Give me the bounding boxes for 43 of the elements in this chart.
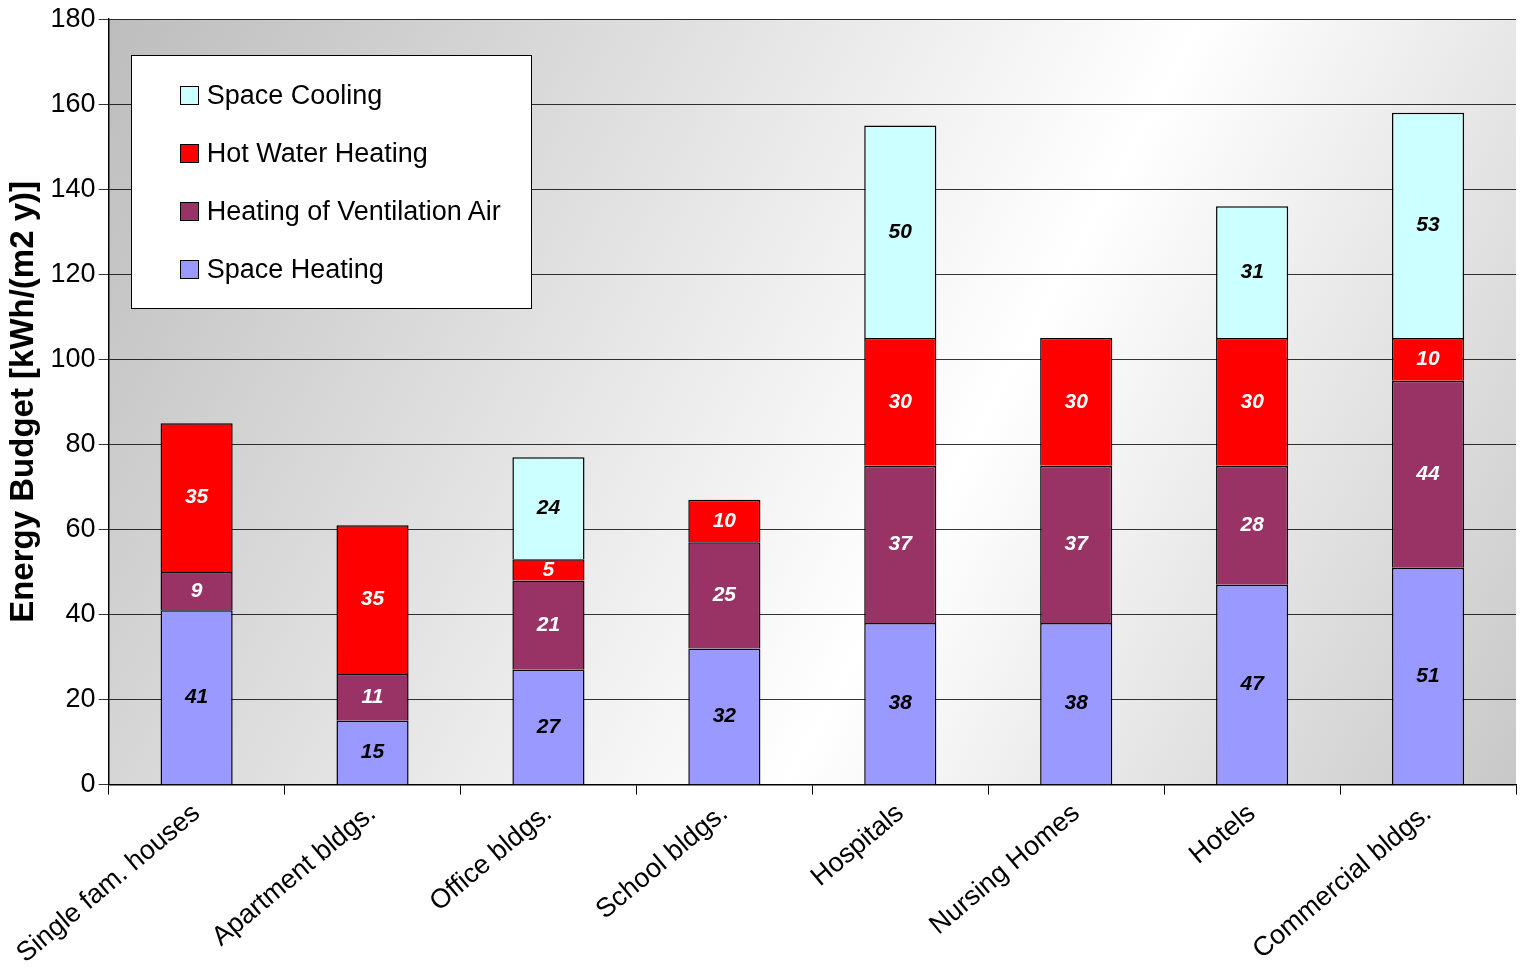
data-label: 44 <box>1415 460 1441 484</box>
y-tick-label: 20 <box>65 682 96 713</box>
data-label: 5 <box>542 556 555 580</box>
y-tick-label: 180 <box>50 2 96 33</box>
data-label: 21 <box>535 611 561 635</box>
data-label: 37 <box>1064 531 1090 555</box>
data-label: 9 <box>190 577 203 601</box>
y-tick-label: 40 <box>65 597 96 628</box>
y-tick-label: 120 <box>50 257 96 288</box>
data-label: 35 <box>360 586 385 610</box>
y-tick-label: 160 <box>50 87 96 118</box>
legend-label: Space Cooling <box>206 79 383 111</box>
y-tick-label: 140 <box>50 172 96 203</box>
y-tick-label: 80 <box>65 427 96 458</box>
data-label: 53 <box>1416 212 1441 236</box>
data-label: 30 <box>1240 388 1265 412</box>
data-label: 30 <box>1064 388 1089 412</box>
data-label: 28 <box>1239 512 1265 535</box>
data-label: 32 <box>712 703 737 727</box>
data-label: 38 <box>888 690 913 714</box>
data-label: 10 <box>1416 346 1441 370</box>
data-label: 25 <box>711 582 737 606</box>
data-label: 47 <box>1239 671 1266 695</box>
legend-label: Hot Water Heating <box>206 137 428 169</box>
y-tick-label: 0 <box>80 768 96 799</box>
data-label: 38 <box>1064 690 1089 714</box>
legend-label: Space Heating <box>206 253 384 285</box>
y-tick-label: 100 <box>50 342 96 373</box>
data-label: 24 <box>535 494 561 518</box>
y-axis-title: Energy Budget [kWh/(m2 y)] <box>2 180 40 623</box>
legend-label: Heating of Ventilation Air <box>206 195 501 227</box>
data-label: 35 <box>184 484 209 508</box>
data-label: 27 <box>535 713 562 737</box>
data-label: 50 <box>888 218 913 242</box>
data-label: 30 <box>888 388 913 412</box>
data-label: 10 <box>712 507 737 531</box>
data-label: 51 <box>1416 662 1440 686</box>
data-label: 11 <box>361 684 384 708</box>
y-tick-label: 60 <box>65 512 96 543</box>
data-label: 37 <box>888 531 914 555</box>
data-label: 41 <box>183 684 209 707</box>
data-label: 15 <box>360 739 385 763</box>
data-label: 31 <box>1240 259 1264 282</box>
